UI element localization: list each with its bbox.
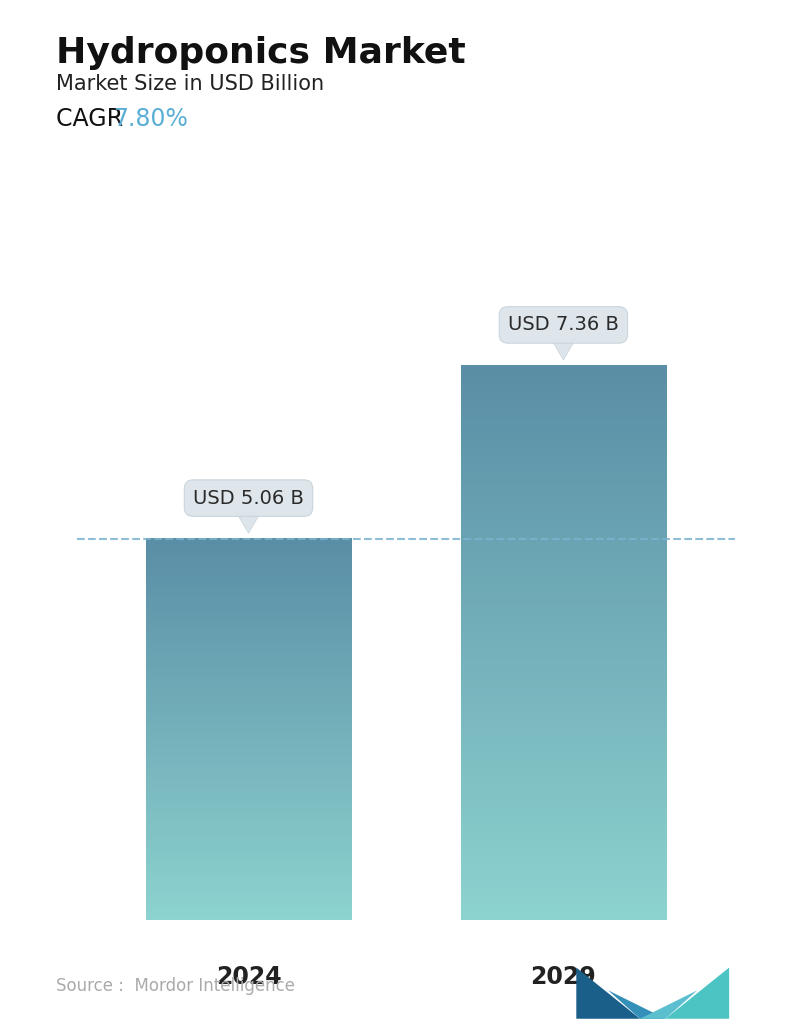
Polygon shape [640,991,697,1018]
Text: USD 5.06 B: USD 5.06 B [193,489,304,508]
Polygon shape [236,512,261,534]
Text: 7.80%: 7.80% [113,107,188,130]
Polygon shape [551,339,576,360]
Text: Hydroponics Market: Hydroponics Market [56,36,466,70]
Text: 2024: 2024 [216,966,281,990]
Text: Market Size in USD Billion: Market Size in USD Billion [56,74,324,94]
Polygon shape [665,968,729,1018]
Polygon shape [608,991,665,1018]
Text: USD 7.36 B: USD 7.36 B [508,315,618,334]
Polygon shape [576,968,640,1018]
Text: Source :  Mordor Intelligence: Source : Mordor Intelligence [56,977,295,995]
Text: CAGR: CAGR [56,107,138,130]
Text: 2029: 2029 [530,966,596,990]
